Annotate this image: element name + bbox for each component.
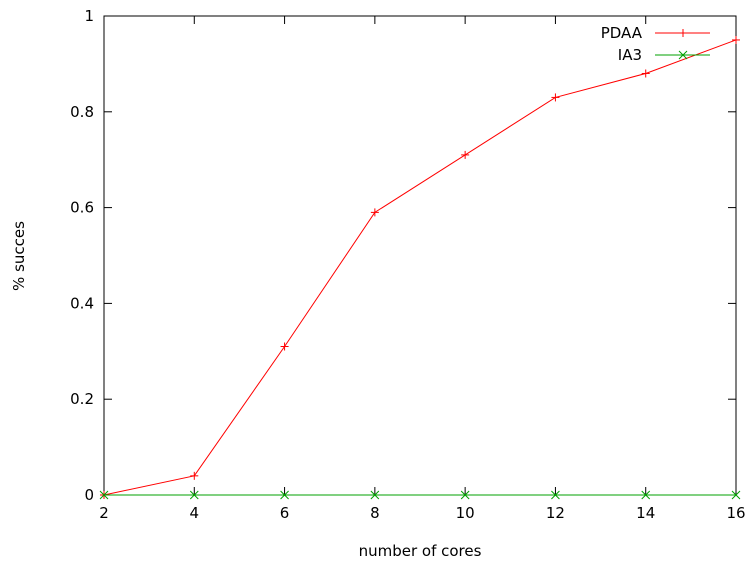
legend-marker-pdaa [679,29,687,37]
y-tick-label: 0.8 [70,103,94,121]
data-point-pdaa [732,35,740,44]
marker-stroke [99,490,109,500]
data-point-ia3 [551,490,560,500]
x-tick-label: 16 [726,504,745,522]
y-axis: 0 0.2 0.4 0.6 0.8 1 [70,7,736,504]
data-point-pdaa [280,342,289,351]
y-axis-title: % succes [10,221,28,291]
data-point-ia3 [731,490,741,500]
x-axis: 2 4 6 8 10 12 14 16 [99,16,745,522]
x-tick-label: 12 [546,504,565,522]
series-line-pdaa [103,39,737,496]
legend-marker-ia3 [678,50,688,60]
marker-stroke [641,490,651,500]
x-tick-label: 2 [99,504,109,522]
x-tick-label: 8 [370,504,380,522]
x-tick-label: 4 [190,504,200,522]
data-point-pdaa [461,150,470,159]
marker-stroke [189,490,199,500]
marker-stroke [460,490,470,500]
data-point-ia3 [460,490,470,500]
data-point-ia3 [641,490,651,500]
y-tick-label: 0 [84,486,94,504]
marker-stroke [370,490,380,500]
data-point-pdaa [551,93,560,102]
x-tick-label: 14 [636,504,655,522]
plot-frame [103,15,737,496]
data-point-ia3 [99,490,109,500]
data-point-pdaa [190,471,199,480]
marker-stroke [678,50,688,60]
x-tick-label: 6 [280,504,290,522]
series-group [99,35,741,500]
marker-stroke [280,490,289,500]
data-point-pdaa [370,208,379,217]
y-tick-label: 0.6 [70,199,94,217]
legend: PDAA IA3 [601,24,710,64]
marker-stroke [731,490,741,500]
x-tick-label: 10 [456,504,475,522]
marker-stroke [551,490,560,500]
data-point-ia3 [370,490,380,500]
y-tick-label: 1 [84,7,94,25]
legend-label-pdaa: PDAA [601,24,643,42]
data-point-ia3 [280,490,289,500]
y-tick-label: 0.2 [70,390,94,408]
x-axis-title: number of cores [359,542,482,560]
legend-label-ia3: IA3 [618,46,642,64]
data-point-ia3 [189,490,199,500]
data-point-pdaa [641,69,650,78]
y-tick-label: 0.4 [70,294,94,312]
